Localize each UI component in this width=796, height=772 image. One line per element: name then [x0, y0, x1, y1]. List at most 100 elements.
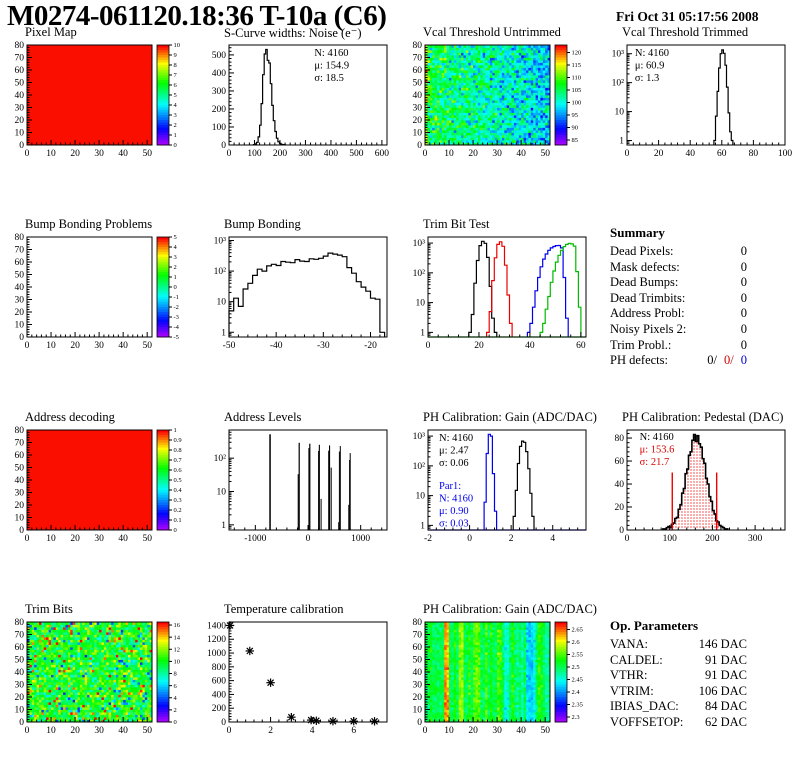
- svg-text:600: 600: [375, 149, 390, 159]
- chart-title: Address Levels: [224, 410, 302, 424]
- svg-text:120: 120: [572, 50, 582, 57]
- summary-row: Noisy Pixels 2: 0: [610, 322, 747, 338]
- svg-text:-40: -40: [270, 341, 283, 351]
- svg-text:20: 20: [615, 503, 625, 513]
- chart-title: S-Curve widths: Noise (e⁻): [224, 26, 362, 40]
- svg-text:10: 10: [217, 298, 227, 308]
- svg-text:4: 4: [550, 534, 555, 544]
- svg-text:60: 60: [576, 341, 586, 351]
- svg-text:0: 0: [25, 149, 30, 159]
- row-label: IBIAS_DAC:: [610, 699, 679, 714]
- ph-gain-map-plot: 0 10 20 30 40 50010203040506070802.652.62.552…: [413, 618, 583, 736]
- svg-text:μ: 2.47: μ: 2.47: [439, 446, 469, 457]
- svg-text:10: 10: [217, 488, 227, 498]
- svg-text:1: 1: [221, 328, 226, 338]
- row-value: 146 DAC: [698, 637, 747, 651]
- svg-text:40: 40: [615, 480, 625, 490]
- svg-text:40: 40: [685, 149, 695, 159]
- svg-text:60: 60: [15, 258, 25, 268]
- svg-text:N: 4160: N: 4160: [439, 494, 473, 505]
- svg-text:40: 40: [15, 476, 25, 486]
- svg-text:30: 30: [15, 489, 25, 499]
- svg-text:-1: -1: [174, 294, 179, 301]
- row-label: Mask defects:: [610, 259, 680, 274]
- summary-row: Dead Trimbits: 0: [610, 291, 747, 307]
- op-parameter-row: VTHR: 91 DAC: [610, 668, 747, 684]
- svg-text:0: 0: [625, 149, 630, 159]
- svg-text:0: 0: [426, 341, 431, 351]
- svg-text:1: 1: [619, 137, 624, 147]
- panel-vcal-trimmed: Vcal Threshold Trimmed 0 20 40 60 80 100 1 10 10…: [597, 24, 796, 216]
- svg-text:10²: 10²: [214, 454, 227, 464]
- svg-text:0: 0: [174, 284, 177, 291]
- chart-title: Address decoding: [25, 410, 115, 424]
- svg-text:10: 10: [444, 149, 454, 159]
- panel-temperature-calibration: Temperature calibration 0 2 4 6 0 200 400 600 80…: [199, 601, 398, 772]
- svg-text:60: 60: [615, 457, 625, 467]
- svg-text:1: 1: [174, 274, 177, 281]
- svg-text:105: 105: [572, 87, 582, 94]
- op-parameter-row: VOFFSETOP: 62 DAC: [610, 715, 747, 731]
- svg-text:20: 20: [413, 116, 423, 126]
- op-parameters-rows: VANA: 146 DAC CALDEL: 91 DAC VTHR: 91 DAC VTRI…: [597, 637, 796, 731]
- row-label: CALDEL:: [610, 652, 663, 667]
- svg-text:30: 30: [492, 149, 502, 159]
- row-label: Trim Probl.:: [610, 337, 672, 352]
- svg-text:4: 4: [174, 244, 178, 251]
- svg-text:10: 10: [46, 149, 56, 159]
- row-label: Dead Bumps:: [610, 275, 679, 290]
- svg-text:50: 50: [142, 149, 152, 159]
- svg-text:1: 1: [174, 132, 177, 139]
- svg-text:40: 40: [118, 149, 128, 159]
- svg-text:2: 2: [509, 534, 514, 544]
- summary-row: Mask defects: 0: [610, 260, 747, 276]
- row-value: 62 DAC: [704, 714, 747, 729]
- svg-text:9: 9: [174, 52, 177, 59]
- svg-text:60: 60: [413, 66, 423, 76]
- summary-title: Summary: [610, 225, 665, 240]
- panel-ph-gain-map: PH Calibration: Gain (ADC/DAC) 0 10 20 30 40…: [398, 601, 597, 772]
- row-value: 0: [740, 337, 747, 352]
- panel-ph-gain-hist: PH Calibration: Gain (ADC/DAC) -2 0 2 4 1 10 1…: [398, 409, 597, 601]
- chart-title: Trim Bit Test: [423, 217, 490, 231]
- row-value: 0: [740, 306, 747, 321]
- svg-text:70: 70: [15, 439, 25, 449]
- svg-text:30: 30: [94, 341, 104, 351]
- row-value: 0: [740, 275, 747, 290]
- svg-text:0.6: 0.6: [174, 467, 183, 474]
- svg-text:30: 30: [94, 149, 104, 159]
- svg-text:10³: 10³: [413, 432, 426, 442]
- op-parameter-row: VTRIM: 106 DAC: [610, 684, 747, 700]
- svg-text:0: 0: [417, 141, 422, 151]
- svg-text:0: 0: [221, 141, 226, 151]
- svg-text:σ: 0.06: σ: 0.06: [439, 458, 469, 469]
- svg-text:115: 115: [572, 62, 582, 69]
- svg-text:85: 85: [572, 137, 579, 144]
- svg-text:0: 0: [625, 534, 630, 544]
- svg-text:0: 0: [619, 526, 624, 536]
- row-value: 0: [740, 244, 747, 258]
- svg-text:10: 10: [416, 492, 426, 502]
- panel-bump-bonding-problems: Bump Bonding Problems 0 10 20 30 40 50 0 10 20 30…: [0, 216, 199, 408]
- svg-text:50: 50: [142, 534, 152, 544]
- svg-text:200: 200: [705, 534, 720, 544]
- svg-text:1: 1: [420, 521, 425, 531]
- row-value: 91 DAC: [704, 668, 747, 683]
- svg-text:30: 30: [413, 104, 423, 114]
- svg-text:6: 6: [174, 82, 178, 89]
- vcal-untrimmed-plot: 0 10 20 30 40 5001020304050607080120115110105…: [413, 41, 582, 159]
- svg-text:40: 40: [118, 534, 128, 544]
- svg-text:-4: -4: [174, 324, 180, 331]
- vcal-trimmed-plot: 0 20 40 60 80 100 1 10 10² 10³ N: 4160 μ: 60.9σ: 1.…: [612, 44, 792, 159]
- summary-row: Trim Probl.: 0: [610, 338, 747, 354]
- svg-text:300: 300: [212, 87, 227, 97]
- svg-text:σ: 1.3: σ: 1.3: [635, 73, 659, 84]
- panel-scurve-noise: S-Curve widths: Noise (e⁻) 0 100 200 300 400…: [199, 24, 398, 216]
- svg-text:7: 7: [174, 72, 178, 79]
- svg-text:40: 40: [525, 341, 535, 351]
- chart-title: Bump Bonding Problems: [25, 217, 153, 231]
- svg-text:0: 0: [25, 534, 30, 544]
- svg-text:10: 10: [413, 129, 423, 139]
- svg-text:20: 20: [15, 116, 25, 126]
